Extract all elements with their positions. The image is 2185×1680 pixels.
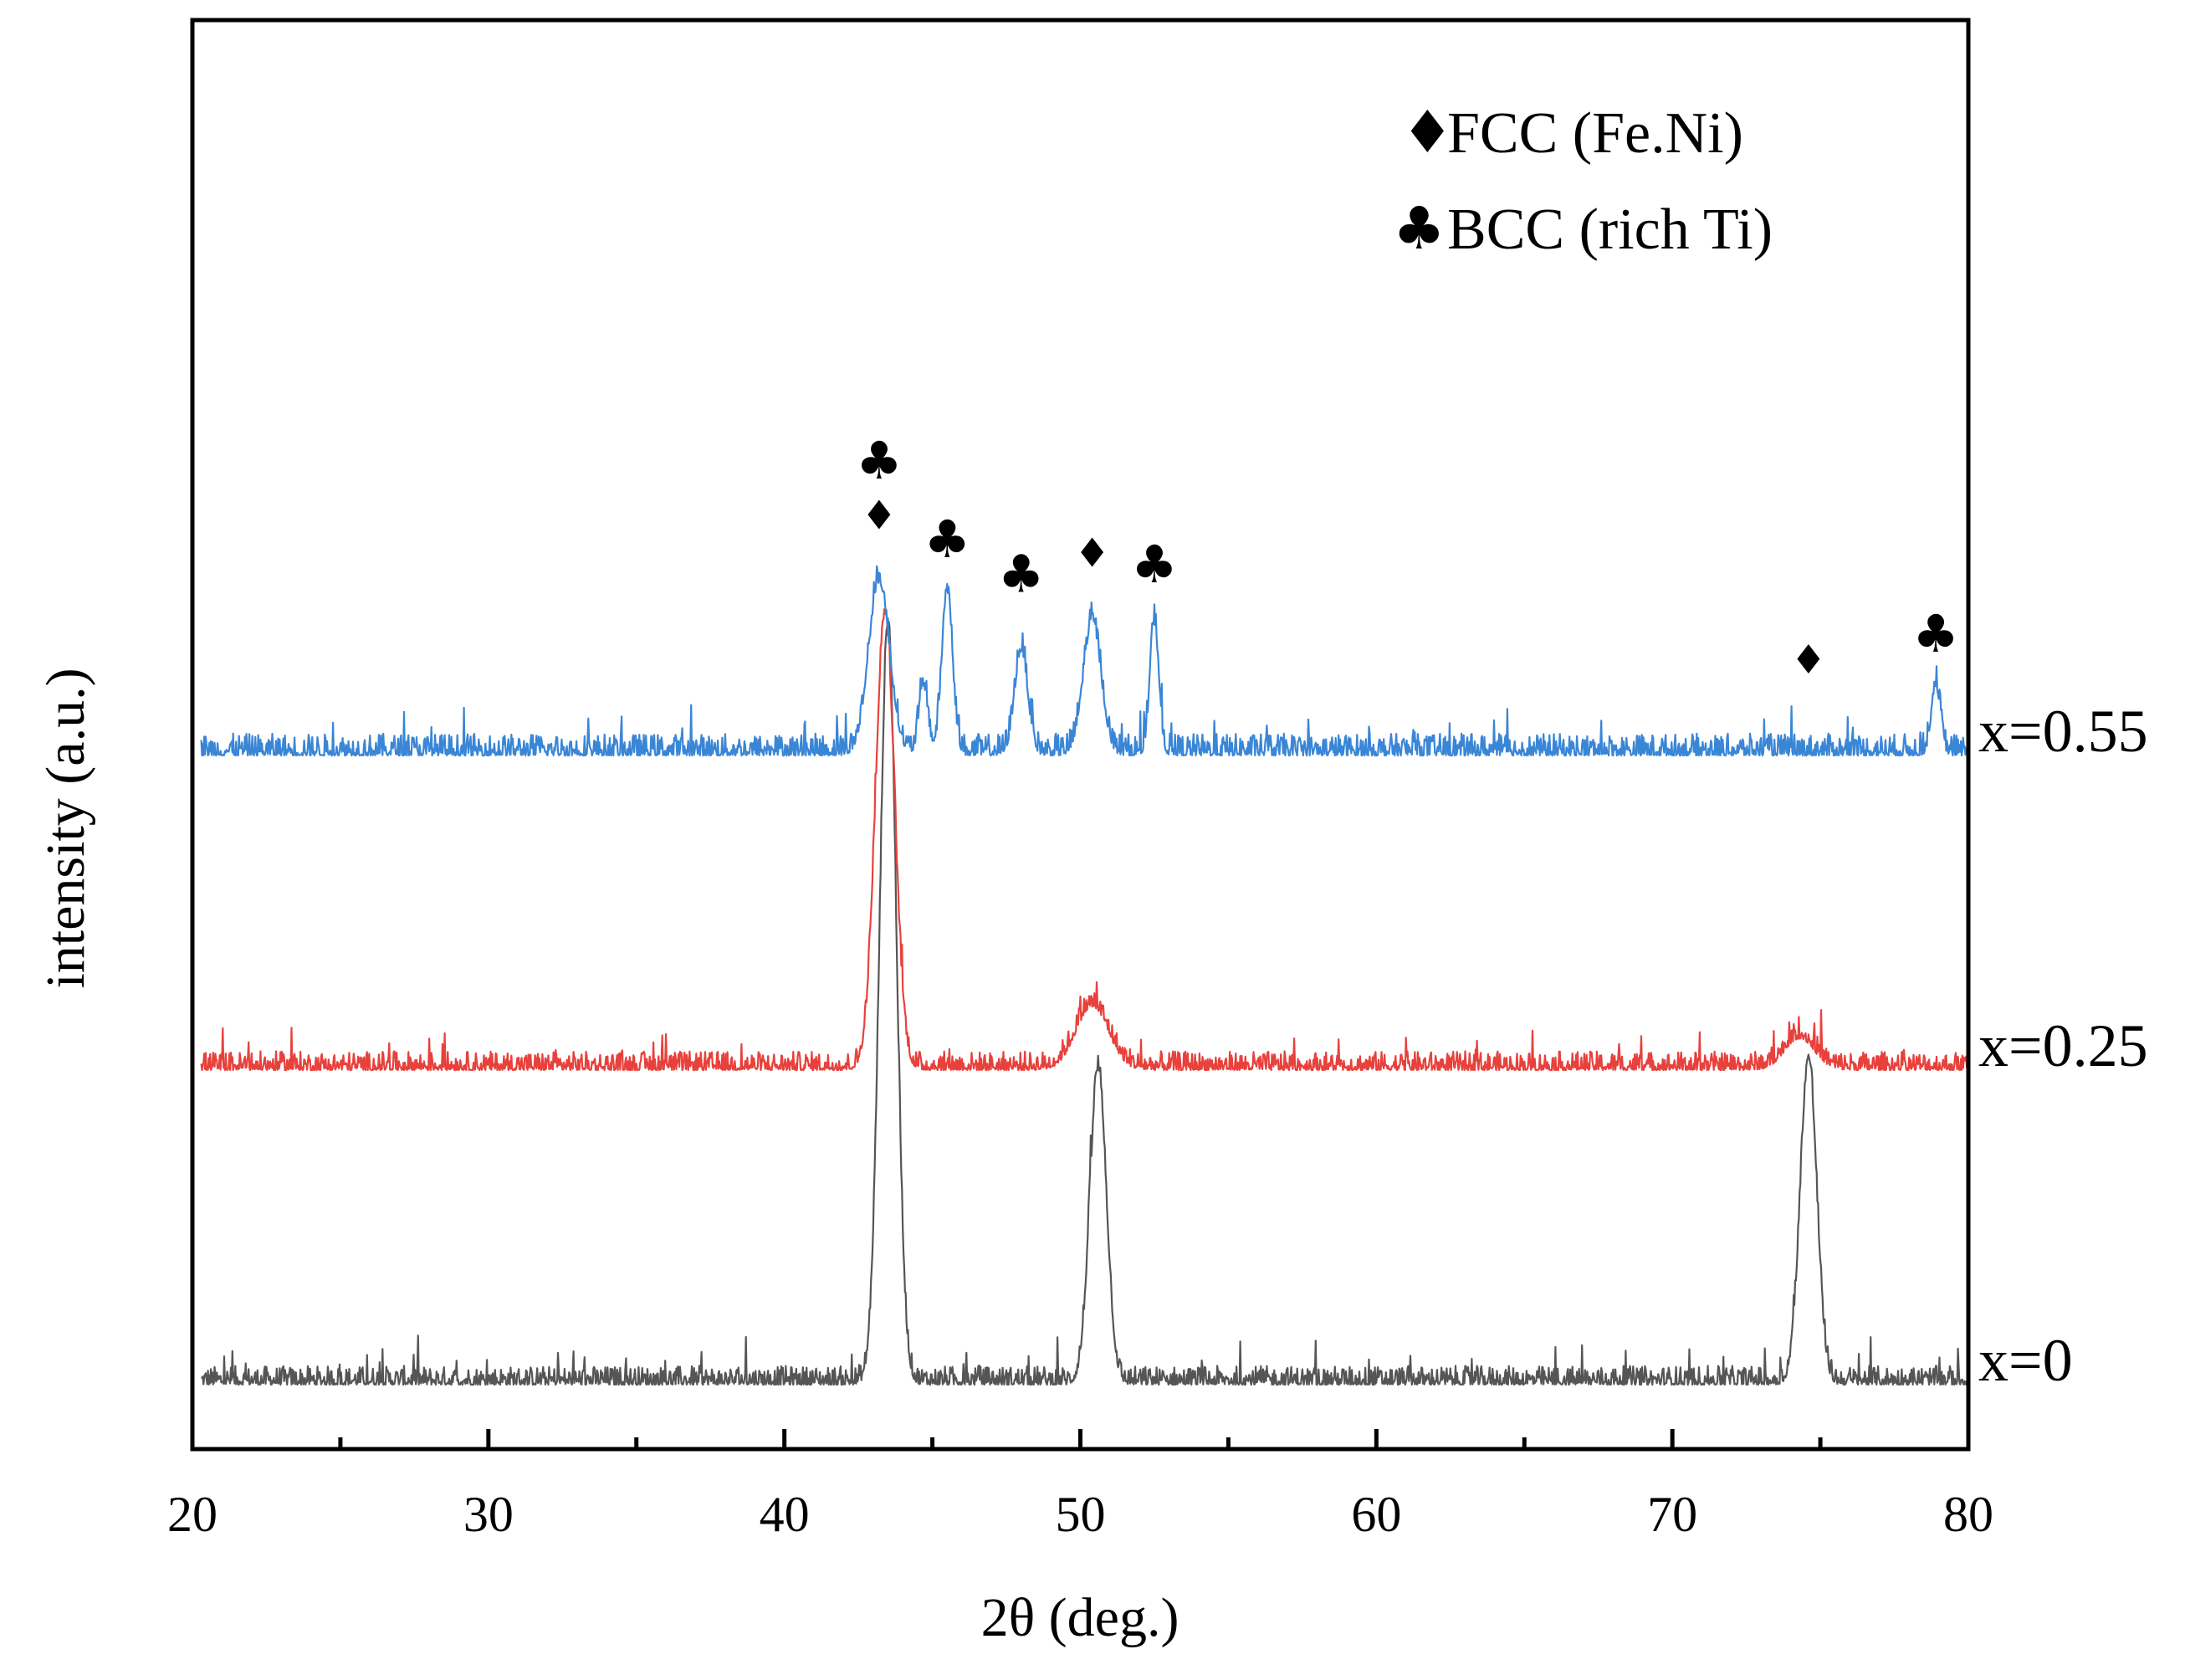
x-axis-label: 2θ (deg.) bbox=[981, 1587, 1179, 1648]
x-tick-label: 50 bbox=[1056, 1487, 1106, 1542]
bcc-peak-marker-icon: ♣ bbox=[856, 430, 903, 491]
legend-fcc-label: FCC (Fe.Ni) bbox=[1447, 101, 1743, 166]
legend: ♦ FCC (Fe.Ni) ♣ BCC (rich Ti) bbox=[1393, 98, 1773, 263]
series-line-x-0-55 bbox=[200, 565, 1967, 757]
x-tick-label: 60 bbox=[1351, 1487, 1401, 1542]
legend-bcc-label: BCC (rich Ti) bbox=[1447, 197, 1773, 262]
x-tick-label: 30 bbox=[463, 1487, 514, 1542]
x-tick-label: 20 bbox=[167, 1487, 217, 1542]
x-tick-label: 70 bbox=[1647, 1487, 1697, 1542]
series-line-x-0-25 bbox=[200, 607, 1967, 1072]
legend-fcc-icon: ♦ bbox=[1401, 98, 1454, 166]
series-label: x=0.55 bbox=[1978, 698, 2148, 765]
bcc-peak-marker-icon: ♣ bbox=[924, 509, 970, 570]
series-label: x=0.25 bbox=[1978, 1012, 2148, 1079]
x-tick-label: 40 bbox=[760, 1487, 810, 1542]
y-axis-label: intensity (a.u.) bbox=[35, 668, 96, 988]
fcc-peak-marker-icon: ♦ bbox=[861, 492, 897, 539]
series-line-x-0 bbox=[200, 620, 1967, 1386]
bcc-peak-marker-icon: ♣ bbox=[998, 543, 1045, 604]
bcc-peak-marker-icon: ♣ bbox=[1912, 603, 1959, 664]
x-tick-label: 80 bbox=[1943, 1487, 1993, 1542]
bcc-peak-marker-icon: ♣ bbox=[1131, 534, 1178, 595]
legend-bcc-icon: ♣ bbox=[1393, 194, 1446, 263]
series-label: x=0 bbox=[1978, 1327, 2073, 1394]
fcc-peak-marker-icon: ♦ bbox=[1074, 530, 1110, 576]
fcc-peak-marker-icon: ♦ bbox=[1790, 637, 1826, 684]
